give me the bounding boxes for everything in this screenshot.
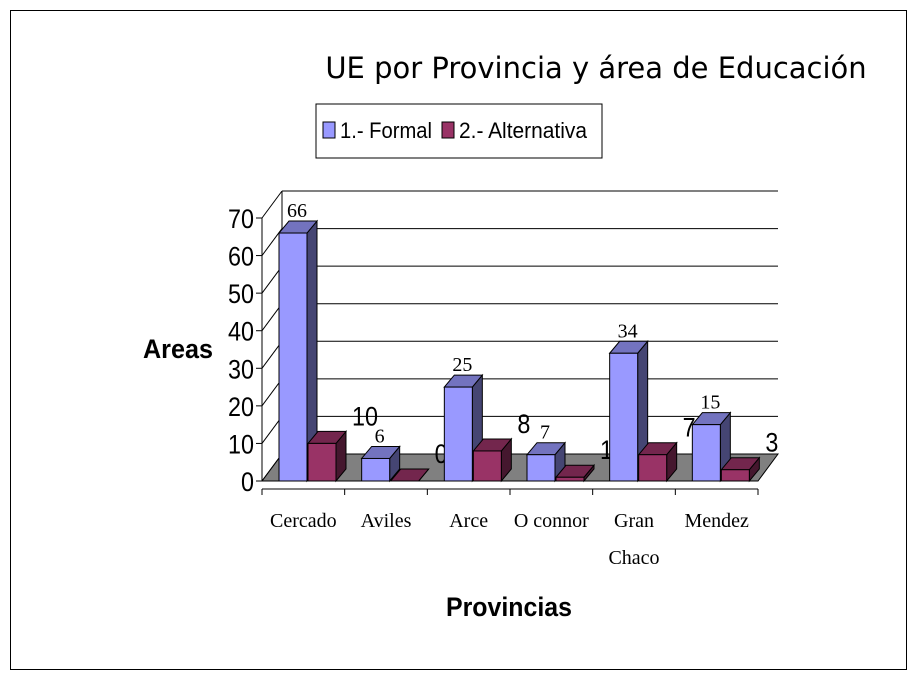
data-label-alternativa-5: 3 [765,428,778,458]
y-tick-label-50: 50 [228,279,254,309]
bar-alternativa-5 [720,469,750,482]
bar-formal-3 [526,454,556,482]
y-axis-title: Areas [143,334,213,364]
y-tick-label-10: 10 [228,429,254,459]
bar-formal-4 [609,352,639,482]
x-tick-label-4: Gran [614,510,654,532]
x-axis-title: Provincias [446,592,572,622]
y-tick-label-60: 60 [228,242,254,272]
y-tick-diag-70 [261,190,283,219]
data-label-formal-4: 34 [618,320,638,342]
bar-alternativa-2 [472,450,502,482]
x-tick-label-2: Arce [449,510,488,532]
data-label-formal-3: 7 [540,422,550,444]
x-tick-label-3: O connor [514,510,589,532]
data-label-formal-1: 6 [375,425,385,447]
data-label-alternativa-2: 8 [517,409,530,439]
data-label-alternativa-0: 10 [352,401,378,431]
data-label-formal-5: 15 [700,392,720,414]
legend-label-formal: 1.- Formal [340,118,432,143]
legend-box [315,103,603,159]
y-tick-label-70: 70 [228,204,254,234]
y-tick-label-20: 20 [228,392,254,422]
legend-swatch-alternativa [441,121,455,139]
bar-formal-1 [361,457,391,482]
bar-alternativa-0 [307,442,337,482]
legend-swatch-formal [322,121,336,139]
bar-alternativa-3 [555,476,585,482]
chart-title: UE por Provincia y área de Educación [325,51,866,85]
legend-label-alternativa: 2.- Alternativa [459,118,588,143]
bar-formal-5 [691,424,721,482]
legend: 1.- Formal 2.- Alternativa [315,103,603,159]
data-label-formal-0: 66 [287,200,307,222]
bar-top-1-1 [389,468,430,482]
x-tick-label-5: Mendez [684,510,749,532]
y-tick-label-30: 30 [228,354,254,384]
x-tick-label-0: Cercado [270,510,337,532]
x-tick-label-4-line2: Chaco [608,547,659,569]
bar-formal-2 [443,386,473,482]
data-label-formal-2: 25 [452,354,472,376]
y-tick-label-0: 0 [241,467,254,497]
x-tick-label-1: Aviles [361,510,412,532]
bar-alternativa-4 [638,454,668,482]
bar-formal-0 [278,232,308,482]
y-tick-label-40: 40 [228,317,254,347]
